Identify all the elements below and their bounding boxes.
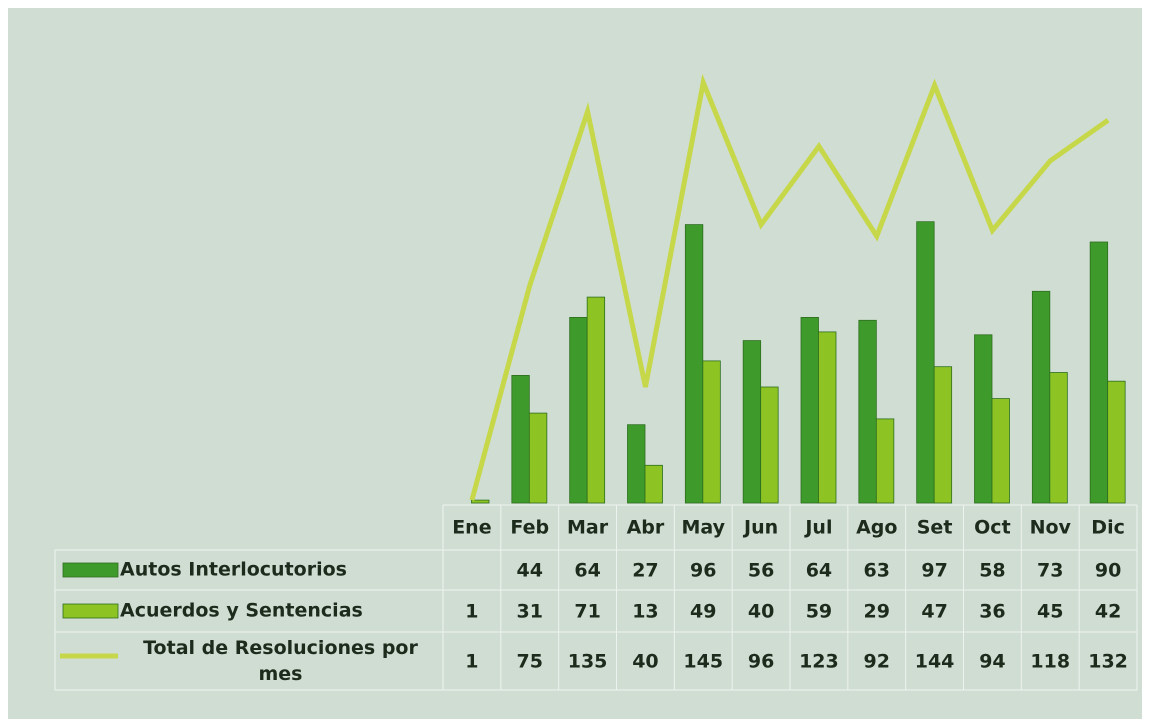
data-label: 58 (979, 560, 1005, 582)
data-label: 47 (921, 601, 947, 623)
x-tick-label: Abr (627, 517, 665, 539)
legend-label: Total de Resoluciones por mes (143, 637, 418, 685)
legend-label: Autos Interlocutorios (120, 559, 347, 581)
x-tick-label: Set (917, 517, 953, 539)
data-label: 145 (683, 651, 723, 673)
legend-label: Acuerdos y Sentencias (120, 600, 363, 622)
legend-swatch (62, 603, 119, 619)
data-label: 97 (921, 560, 947, 582)
data-label: 40 (632, 651, 658, 673)
bar (586, 296, 606, 504)
bar (1031, 290, 1051, 504)
data-label: 132 (1088, 651, 1128, 673)
bar (569, 316, 588, 504)
data-label: 96 (690, 560, 716, 582)
data-label: 1 (465, 651, 478, 673)
x-tick-label: Jul (803, 517, 832, 539)
data-label: 64 (806, 560, 832, 582)
data-label: 92 (864, 651, 890, 673)
data-label: 144 (915, 651, 955, 673)
bar (1107, 380, 1126, 504)
data-label: 75 (517, 651, 543, 673)
legend-swatch (62, 562, 119, 578)
data-label: 40 (748, 601, 774, 623)
data-label: 42 (1095, 601, 1121, 623)
bar (858, 319, 877, 504)
data-label: 63 (864, 560, 890, 582)
x-tick-label: Ene (452, 517, 491, 539)
x-tick-label: Jun (742, 517, 778, 539)
data-label: 36 (979, 601, 1005, 623)
bar (627, 424, 646, 504)
bar (760, 386, 779, 504)
data-label: 49 (690, 601, 716, 623)
data-label: 71 (574, 601, 600, 623)
data-label: 27 (632, 560, 658, 582)
bar (1089, 241, 1109, 504)
legend-label-box: Total de Resoluciones por mes (143, 637, 418, 685)
bar (974, 334, 993, 504)
bar (471, 499, 490, 504)
bar (511, 374, 530, 504)
bar (916, 221, 935, 504)
data-label: 64 (574, 560, 600, 582)
data-label: 118 (1030, 651, 1070, 673)
data-label: 59 (806, 601, 832, 623)
bar (1049, 372, 1068, 504)
x-tick-label: Ago (856, 517, 897, 539)
bar (684, 224, 704, 504)
data-label: 56 (748, 560, 774, 582)
data-label: 1 (465, 601, 478, 623)
data-label: 90 (1095, 560, 1121, 582)
bar (991, 398, 1010, 504)
bar (742, 340, 762, 504)
bar (933, 366, 953, 504)
x-tick-label: Oct (974, 517, 1011, 539)
data-label: 45 (1037, 601, 1063, 623)
data-label: 135 (568, 651, 608, 673)
x-tick-label: Dic (1091, 517, 1125, 539)
data-label: 13 (632, 601, 658, 623)
data-label: 123 (799, 651, 839, 673)
bar (644, 464, 663, 504)
data-label: 31 (517, 601, 543, 623)
line (469, 73, 1110, 501)
x-tick-label: Feb (510, 517, 549, 539)
bar (800, 316, 819, 504)
x-tick-label: Nov (1030, 517, 1072, 539)
data-label: 94 (979, 651, 1005, 673)
data-label: 73 (1037, 560, 1063, 582)
data-label: 29 (864, 601, 890, 623)
bar (818, 331, 837, 504)
bar (528, 412, 548, 504)
data-label: 44 (517, 560, 543, 582)
data-label: 96 (748, 651, 774, 673)
x-tick-label: Mar (567, 517, 609, 539)
bar (702, 360, 721, 504)
bar (875, 418, 895, 504)
x-tick-label: May (681, 517, 725, 539)
